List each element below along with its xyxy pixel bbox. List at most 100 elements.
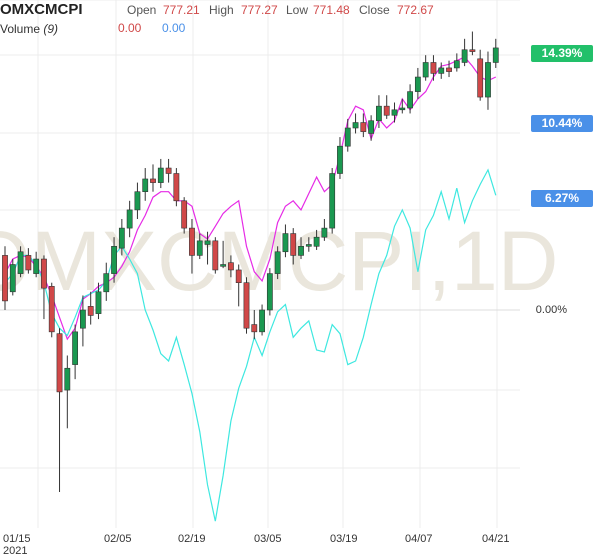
candle-body (165, 167, 172, 174)
candle (305, 237, 312, 252)
candle-body (453, 60, 460, 69)
candle-body (259, 309, 265, 333)
x-axis: 01/15 02/05 02/19 03/05 03/19 04/07 04/21 2021 (3, 533, 510, 557)
candle (2, 246, 8, 310)
candle-body (407, 91, 413, 109)
candle (290, 228, 297, 265)
candle (72, 324, 79, 380)
candle-body (72, 331, 79, 365)
candle (126, 200, 133, 238)
candle (189, 219, 195, 274)
x-tick-label: 02/19 (178, 533, 206, 545)
candle-body (461, 49, 468, 63)
candle (298, 237, 304, 260)
candle (368, 115, 375, 141)
candle (391, 102, 398, 123)
candle (111, 237, 117, 283)
volume-value-1: 0.00 (118, 21, 142, 35)
candle-body (80, 309, 86, 329)
candle-body (329, 173, 336, 229)
candle (212, 237, 219, 274)
candle-body (313, 236, 320, 247)
candle (344, 118, 351, 152)
candle-body (95, 291, 102, 314)
candle-body (383, 105, 390, 116)
candle (95, 282, 102, 320)
candle (48, 282, 55, 338)
candle-body (368, 120, 375, 134)
x-tick-label: 04/07 (405, 533, 433, 545)
candle-body (212, 240, 219, 271)
candle (9, 259, 16, 296)
candle-body (399, 107, 406, 111)
candle (383, 95, 390, 119)
candle (485, 51, 491, 110)
candle-body (251, 324, 258, 333)
cyan-series-line (4, 168, 497, 522)
candle (80, 295, 86, 347)
candle (142, 168, 149, 201)
candle-body (17, 251, 24, 274)
candle (150, 164, 156, 192)
candle-body (204, 240, 211, 245)
open-label: Open (127, 3, 157, 17)
candle (64, 355, 71, 429)
magenta-series-line (4, 56, 497, 341)
candle (251, 310, 258, 340)
candle-body (228, 262, 234, 271)
candle (313, 229, 320, 250)
candle (196, 233, 203, 260)
comparison-lines (4, 56, 497, 522)
candle-body (64, 367, 71, 391)
candle-body (274, 251, 281, 274)
candle-body (414, 76, 421, 92)
candle (337, 137, 343, 179)
candle-body (126, 209, 133, 229)
candle (220, 240, 227, 269)
zero-percent-label: 0.00% (535, 304, 567, 316)
candle (41, 255, 47, 320)
candle (360, 113, 367, 138)
candle (134, 182, 141, 219)
candle-body (305, 244, 312, 247)
candle-body (485, 62, 491, 98)
volume-label[interactable]: Volume (9) (0, 22, 58, 36)
candle-body (438, 67, 445, 74)
candle-body (360, 122, 367, 132)
symbol-name[interactable]: OMXCMCPI (0, 1, 83, 18)
candle-body (352, 122, 359, 129)
candle (173, 168, 180, 207)
candle-body (235, 269, 242, 283)
candle (259, 304, 265, 336)
candle (430, 55, 437, 81)
candlesticks (2, 31, 499, 492)
candle (17, 246, 24, 278)
x-tick-label: 02/05 (104, 533, 132, 545)
candle-body (446, 67, 452, 72)
candle-body (173, 173, 180, 202)
candle-body (391, 109, 398, 116)
candle-body (430, 62, 437, 74)
candle (461, 38, 468, 67)
candle (329, 168, 336, 234)
candle-body (9, 264, 16, 293)
volume-label-text: Volume (0, 22, 41, 36)
x-tick-label: 03/19 (330, 533, 358, 545)
candle-body (376, 105, 382, 122)
candle-body (298, 246, 304, 256)
candle (492, 38, 499, 68)
candle (438, 62, 445, 79)
candle-body (422, 62, 429, 78)
candle-body (25, 255, 32, 271)
low-value: 771.48 (313, 3, 350, 17)
candle (321, 219, 328, 241)
candle-body (290, 233, 297, 256)
high-value: 777.27 (241, 3, 278, 17)
candle-body (134, 191, 141, 211)
candle-body (492, 47, 499, 63)
candle (266, 268, 273, 316)
open-value: 777.21 (163, 3, 200, 17)
candle-body (2, 255, 8, 302)
candle (25, 248, 32, 274)
